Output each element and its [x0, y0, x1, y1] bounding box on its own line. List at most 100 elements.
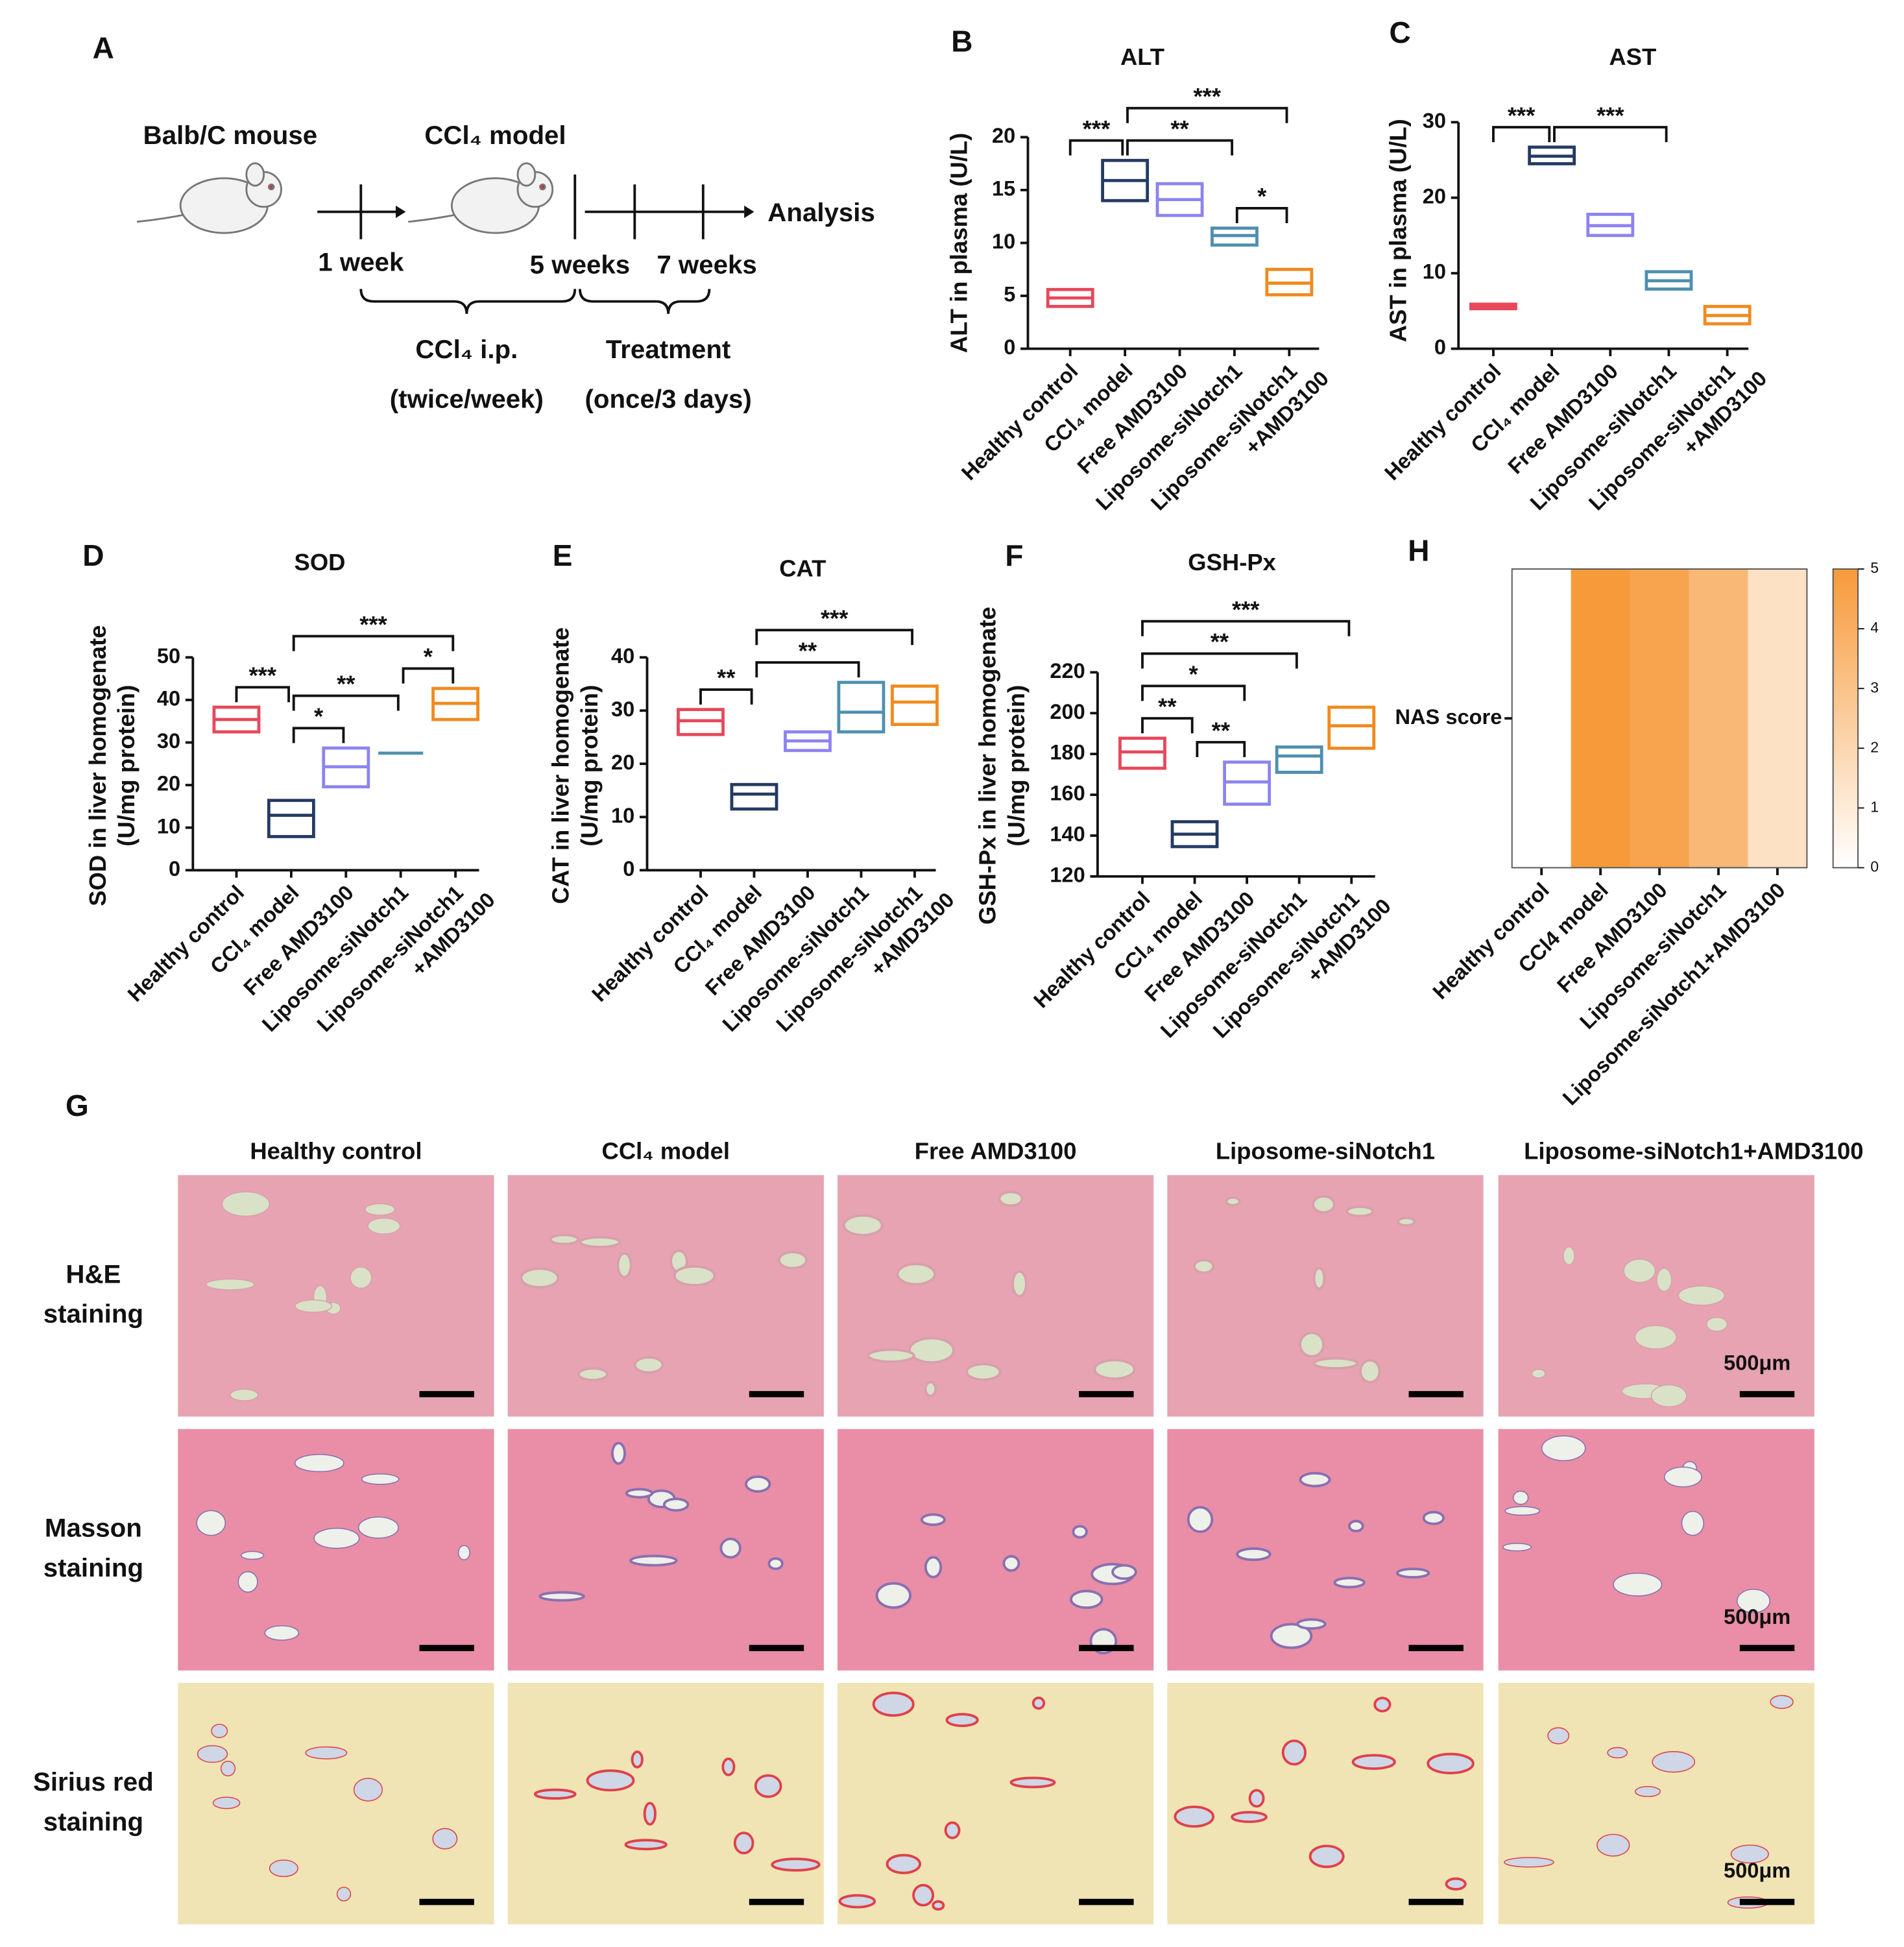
vessel — [616, 1252, 633, 1279]
y-axis-label: (U/mg protein) — [113, 685, 139, 847]
panel-a: A Balb/C mouse CCl₄ model Analysis 1 wee… — [93, 30, 875, 413]
vessel — [1705, 1316, 1728, 1332]
y-tick-label: 220 — [1050, 659, 1085, 683]
y-tick-label: 50 — [157, 644, 180, 668]
vessel — [1187, 1506, 1214, 1533]
vessel — [1333, 1577, 1366, 1589]
y-axis-label: (U/mg protein) — [1003, 685, 1030, 847]
node-label: CCl₄ model — [424, 121, 566, 150]
y-tick-label: 200 — [1050, 699, 1085, 723]
colorbar-tick-label: 5 — [1870, 559, 1879, 576]
vessel — [745, 1475, 771, 1493]
vessel — [1395, 1567, 1430, 1579]
vessel — [1299, 1331, 1325, 1358]
vessel — [662, 1497, 690, 1512]
vessel — [1281, 1739, 1307, 1766]
row-label: H&E — [66, 1259, 121, 1288]
vessel — [520, 1267, 560, 1289]
vessel — [1770, 1695, 1794, 1710]
vessel — [1069, 1590, 1103, 1609]
panel-f: F GSH-Px GSH-Px in liver homogenate (U/mg p… — [974, 538, 1395, 1043]
y-tick-label: 0 — [623, 856, 634, 880]
vessel — [432, 1828, 458, 1850]
column-header: CCl₄ model — [602, 1137, 730, 1164]
vessel — [1422, 1510, 1445, 1525]
phase-label: (twice/week) — [390, 385, 544, 414]
vessel — [767, 1557, 784, 1571]
phase-label: CCl₄ i.p. — [415, 335, 518, 364]
y-tick-label: 180 — [1050, 740, 1085, 764]
significance-bracket — [1141, 620, 1351, 636]
vessel — [1634, 1785, 1661, 1797]
y-tick-label: 140 — [1050, 822, 1085, 846]
significance-label: *** — [1193, 83, 1221, 110]
panel-label: A — [93, 30, 114, 64]
colorbar-tick-label: 2 — [1870, 738, 1879, 755]
vessel — [912, 1883, 935, 1907]
vessel — [1093, 1359, 1136, 1380]
significance-bracket — [699, 688, 753, 705]
vessel — [220, 1760, 236, 1776]
vessel — [1650, 1384, 1687, 1408]
y-tick-label: 20 — [611, 750, 634, 774]
significance-bracket — [1068, 139, 1124, 156]
vessel — [625, 1488, 653, 1499]
vessel — [1296, 1618, 1327, 1630]
colorbar-tick-label: 3 — [1870, 679, 1879, 695]
y-tick-label: 0 — [1434, 335, 1446, 359]
vessel — [1502, 1543, 1532, 1552]
significance-label: ** — [799, 637, 817, 664]
vessel — [733, 1832, 754, 1855]
vessel — [1678, 1285, 1726, 1306]
column-header: Free AMD3100 — [915, 1137, 1077, 1164]
vessel — [924, 1556, 943, 1578]
column-header: Healthy control — [250, 1137, 422, 1164]
vessel — [586, 1769, 635, 1792]
vessel — [886, 1854, 922, 1874]
node-label: Balb/C mouse — [143, 121, 318, 150]
micrograph — [1498, 1175, 1814, 1417]
box — [1275, 745, 1323, 774]
vessel — [944, 1821, 961, 1839]
panel-d: D SOD SOD in liver homogenate (U/mg protein… — [82, 538, 499, 1036]
vessel — [538, 1591, 585, 1602]
vessel — [1312, 1266, 1326, 1290]
significance-label: ** — [337, 671, 355, 697]
vessel — [1359, 1359, 1381, 1384]
significance-bracket — [292, 727, 345, 744]
brace — [359, 289, 577, 314]
vessel — [777, 1250, 808, 1270]
vessel — [457, 1545, 470, 1560]
vessel — [1597, 1833, 1630, 1857]
panel-label: D — [82, 538, 104, 572]
vessel — [1236, 1547, 1271, 1562]
vessel — [1193, 1259, 1215, 1274]
significance-label: *** — [821, 605, 849, 632]
vessel — [896, 1263, 936, 1286]
significance-bracket — [1141, 717, 1194, 734]
heat-cell — [1689, 569, 1749, 868]
row-label: staining — [43, 1300, 143, 1329]
vessel — [211, 1724, 228, 1738]
vessel — [1345, 1205, 1375, 1218]
time-label: 5 weeks — [530, 250, 630, 280]
vessel — [264, 1625, 300, 1641]
vessel — [1072, 1525, 1088, 1539]
y-axis-label: SOD in liver homogenate — [84, 625, 111, 906]
vessel — [965, 1362, 1002, 1381]
chart-title: AST — [1609, 43, 1656, 70]
y-axis-label: CAT in liver homogenate — [548, 627, 574, 904]
colorbar-tick-label: 4 — [1870, 619, 1879, 636]
y-tick-label: 5 — [1004, 282, 1015, 306]
colorbar — [1832, 568, 1859, 869]
vessel — [197, 1745, 228, 1763]
panel-label: F — [1005, 538, 1023, 572]
significance-label: * — [314, 703, 324, 730]
panel-label: E — [553, 538, 573, 572]
micrograph — [507, 1175, 824, 1417]
vessel — [364, 1203, 396, 1216]
vessel — [1427, 1752, 1475, 1774]
significance-label: * — [424, 644, 433, 670]
